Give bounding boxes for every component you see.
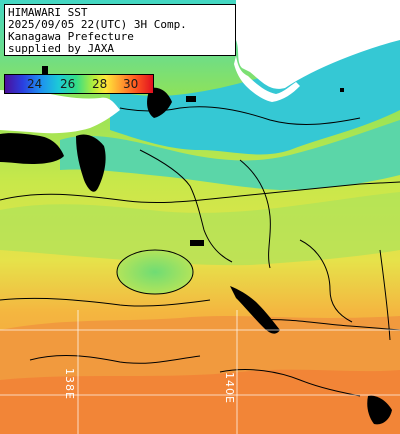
- sst-contours: [0, 106, 400, 397]
- cool-eddy: [116, 249, 194, 295]
- cloud-mask-southeast: [367, 395, 392, 425]
- cloud-mask-strip: [230, 286, 280, 334]
- colorbar-gradient: [5, 75, 153, 93]
- land-west: [0, 90, 120, 134]
- land-mass: [0, 0, 400, 89]
- lon-label-138e: 138E: [63, 368, 76, 400]
- info-box: HIMAWARI SST 2025/09/05 22(UTC) 3H Comp.…: [4, 4, 236, 56]
- graticule: [0, 310, 400, 434]
- cloud-mask-west: [0, 133, 64, 164]
- info-credit: supplied by JAXA: [8, 42, 114, 55]
- lon-label-140e: 140E: [223, 372, 236, 404]
- cool-bay-water: [60, 120, 400, 190]
- cloud-speck-4: [190, 240, 204, 246]
- info-title: HIMAWARI SST: [8, 6, 88, 19]
- cloud-speck-2: [186, 96, 196, 102]
- colorbar-tick-24: 24: [27, 77, 43, 91]
- info-date: 2025/09/05 22(UTC) 3H Comp.: [8, 18, 187, 31]
- sst-colorbar: 24 26 28 30: [4, 74, 154, 94]
- cloud-mask-central: [76, 134, 106, 192]
- colorbar-tick-28: 28: [92, 77, 108, 91]
- cool-coastal-water: [110, 40, 400, 155]
- colorbar-tick-30: 30: [123, 77, 139, 91]
- warm-water-core: [0, 369, 400, 434]
- cloud-speck-3: [340, 88, 344, 92]
- land-peninsula: [234, 56, 300, 102]
- colorbar-tick-26: 26: [60, 77, 76, 91]
- info-region: Kanagawa Prefecture: [8, 30, 134, 43]
- mid-water-zone: [0, 192, 400, 266]
- cloud-speck-1: [42, 66, 48, 74]
